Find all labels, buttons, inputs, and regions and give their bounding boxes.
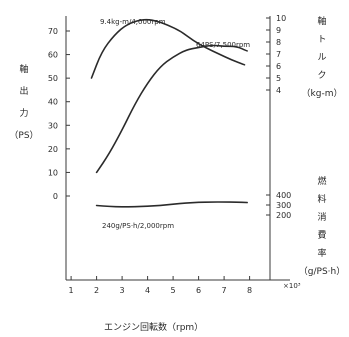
axes-layer — [65, 16, 290, 281]
fuel-tick-label: 400 — [276, 191, 291, 200]
fuel-tick-label: 200 — [276, 211, 291, 220]
torque-axis-label-char: ト — [317, 35, 326, 45]
torque-tick-label: 4 — [276, 86, 281, 95]
x-tick-label: 8 — [247, 286, 252, 295]
power-peak-annotation: 64PS/7,500rpm — [196, 41, 250, 49]
x-tick-label: 3 — [120, 286, 125, 295]
series-layer — [90, 18, 248, 208]
fuel-min-annotation: 240g/PS·h/2,000rpm — [102, 222, 174, 230]
x-tick-label: 1 — [69, 286, 74, 295]
left-axis-label-char: 軸 — [19, 63, 28, 75]
torque-tick-label: 9 — [276, 26, 281, 35]
left-tick-label: 30 — [48, 121, 58, 130]
x-tick-label: 4 — [145, 286, 150, 295]
left-tick-label: 70 — [48, 27, 58, 36]
fuel-axis-label-char: 料 — [317, 193, 326, 205]
x-tick-label: 7 — [222, 286, 227, 295]
x-multiplier-label: ×10³ — [283, 282, 301, 290]
torque-tick-label: 10 — [276, 14, 286, 23]
x-tick-label: 5 — [171, 286, 176, 295]
left-axis-label-char: （PS） — [9, 130, 38, 141]
torque-tick-label: 7 — [276, 50, 281, 59]
fuel-axis-label-char: 率 — [317, 247, 326, 259]
left-axis-label: 軸出力 （PS） — [9, 63, 38, 141]
torque-axis-label-char: ク — [317, 70, 326, 81]
torque-axis-label-char: 軸 — [317, 15, 326, 27]
fuel-axis-label-char: 消 — [317, 211, 326, 223]
x-tick-label: 2 — [94, 286, 99, 295]
torque-curve — [90, 18, 246, 79]
fuel-axis-label-char: （g/PS·h） — [299, 266, 345, 277]
fuel-axis-label-char: 燃 — [317, 175, 326, 187]
left-tick-label: 60 — [48, 51, 58, 60]
fuel-consumption-curve — [95, 201, 248, 208]
x-tick-label: 6 — [196, 286, 201, 295]
left-axis-label-char: 出 — [19, 85, 28, 97]
left-tick-label: 50 — [48, 74, 58, 83]
torque-axis-label-char: ル — [317, 53, 326, 63]
torque-peak-annotation: 9.4kg-m/4,000rpm — [100, 18, 166, 26]
fuel-axis-label-char: 費 — [317, 229, 326, 241]
torque-axis-label-char: （kg-m） — [302, 88, 343, 99]
left-tick-label: 10 — [48, 168, 58, 177]
left-tick-label: 40 — [48, 98, 58, 107]
left-tick-label: 20 — [48, 145, 58, 154]
torque-tick-label: 5 — [276, 74, 281, 83]
power-curve — [95, 44, 248, 174]
torque-tick-label: 8 — [276, 38, 281, 47]
x-axis-label: エンジン回転数（rpm） — [104, 321, 203, 333]
fuel-tick-label: 300 — [276, 201, 291, 210]
torque-tick-label: 6 — [276, 62, 281, 71]
left-tick-label: 0 — [53, 192, 58, 201]
left-axis-label-char: 力 — [19, 107, 28, 119]
